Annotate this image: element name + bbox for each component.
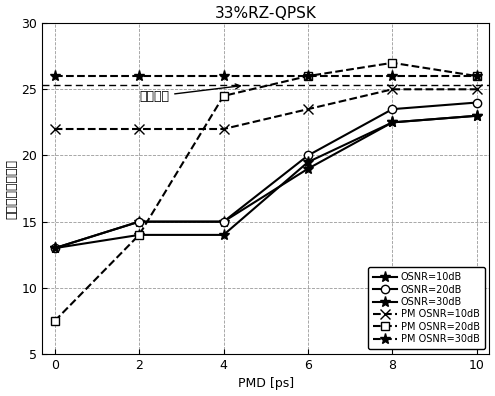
Line: PM OSNR=20dB: PM OSNR=20dB [50, 59, 481, 325]
PM OSNR=30dB [305, 74, 311, 78]
PM OSNR=20dB [52, 318, 58, 323]
OSNR=30dB [474, 113, 480, 118]
Y-axis label: 最大値横坐標位置: 最大値横坐標位置 [5, 158, 18, 219]
PM OSNR=10dB [390, 87, 396, 91]
PM OSNR=10dB [474, 87, 480, 91]
PM OSNR=10dB [305, 107, 311, 112]
OSNR=20dB [136, 219, 142, 224]
PM OSNR=20dB [390, 61, 396, 65]
Line: PM OSNR=30dB: PM OSNR=30dB [49, 70, 482, 82]
PM OSNR=20dB [305, 74, 311, 78]
OSNR=30dB [221, 232, 227, 237]
OSNR=10dB [136, 219, 142, 224]
OSNR=20dB [305, 153, 311, 158]
OSNR=10dB [305, 166, 311, 171]
OSNR=20dB [474, 100, 480, 105]
PM OSNR=20dB [474, 74, 480, 78]
PM OSNR=30dB [136, 74, 142, 78]
PM OSNR=10dB [221, 127, 227, 131]
OSNR=20dB [390, 107, 396, 112]
OSNR=10dB [52, 246, 58, 251]
Line: PM OSNR=10dB: PM OSNR=10dB [50, 84, 482, 134]
OSNR=10dB [221, 219, 227, 224]
PM OSNR=30dB [221, 74, 227, 78]
OSNR=10dB [390, 120, 396, 125]
PM OSNR=10dB [136, 127, 142, 131]
PM OSNR=30dB [474, 74, 480, 78]
OSNR=30dB [52, 246, 58, 251]
PM OSNR=20dB [136, 232, 142, 237]
PM OSNR=30dB [390, 74, 396, 78]
OSNR=30dB [390, 120, 396, 125]
PM OSNR=30dB [52, 74, 58, 78]
Legend: OSNR=10dB, OSNR=20dB, OSNR=30dB, PM OSNR=10dB, PM OSNR=20dB, PM OSNR=30dB: OSNR=10dB, OSNR=20dB, OSNR=30dB, PM OSNR… [368, 267, 485, 349]
OSNR=30dB [305, 160, 311, 164]
Text: 判决閾値: 判决閾値 [139, 84, 241, 103]
OSNR=10dB [474, 113, 480, 118]
Title: 33%RZ-QPSK: 33%RZ-QPSK [215, 6, 317, 21]
OSNR=20dB [221, 219, 227, 224]
X-axis label: PMD [ps]: PMD [ps] [238, 377, 294, 390]
OSNR=30dB [136, 232, 142, 237]
OSNR=20dB [52, 246, 58, 251]
Line: OSNR=10dB: OSNR=10dB [49, 110, 482, 254]
Line: OSNR=30dB: OSNR=30dB [49, 110, 482, 254]
Line: OSNR=20dB: OSNR=20dB [50, 98, 481, 252]
PM OSNR=20dB [221, 93, 227, 98]
PM OSNR=10dB [52, 127, 58, 131]
